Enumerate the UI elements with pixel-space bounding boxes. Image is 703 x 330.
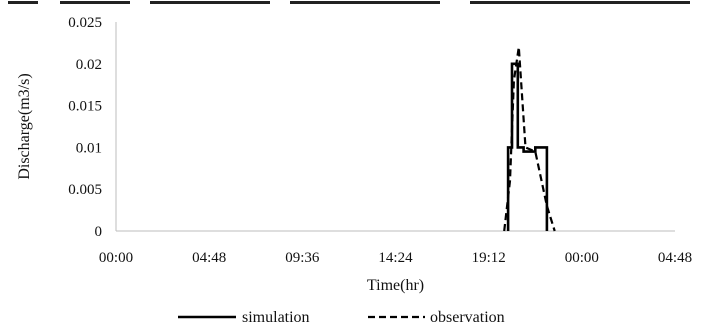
observation-series-line [503,46,556,232]
y-axis-title: Discharge(m3/s) [16,73,33,179]
cropped-caption-strip [8,1,690,4]
x-tick-label: 14:24 [378,250,413,266]
x-tick-label: 00:00 [565,250,599,266]
plot-area: 0 0.005 0.01 0.015 0.02 0.025 00:00 04:48 09:36 1… [16,15,692,326]
x-tick-label: 00:00 [99,250,133,266]
y-tick-label: 0.02 [76,57,102,73]
x-tick-label: 04:48 [658,250,692,266]
y-tick-label: 0 [95,224,103,240]
y-tick-label: 0.005 [68,182,102,198]
y-tick-label: 0.01 [76,140,102,156]
simulation-legend-label: simulation [242,309,310,326]
x-tick-label: 19:12 [472,250,506,266]
y-tick-label: 0.015 [68,99,102,115]
x-axis-title: Time(hr) [367,277,424,294]
x-tick-label: 09:36 [285,250,320,266]
cropped-caption-fragment [0,0,703,14]
observation-legend-label: observation [430,309,505,326]
x-tick-label: 04:48 [192,250,226,266]
y-tick-label: 0.025 [68,15,102,31]
